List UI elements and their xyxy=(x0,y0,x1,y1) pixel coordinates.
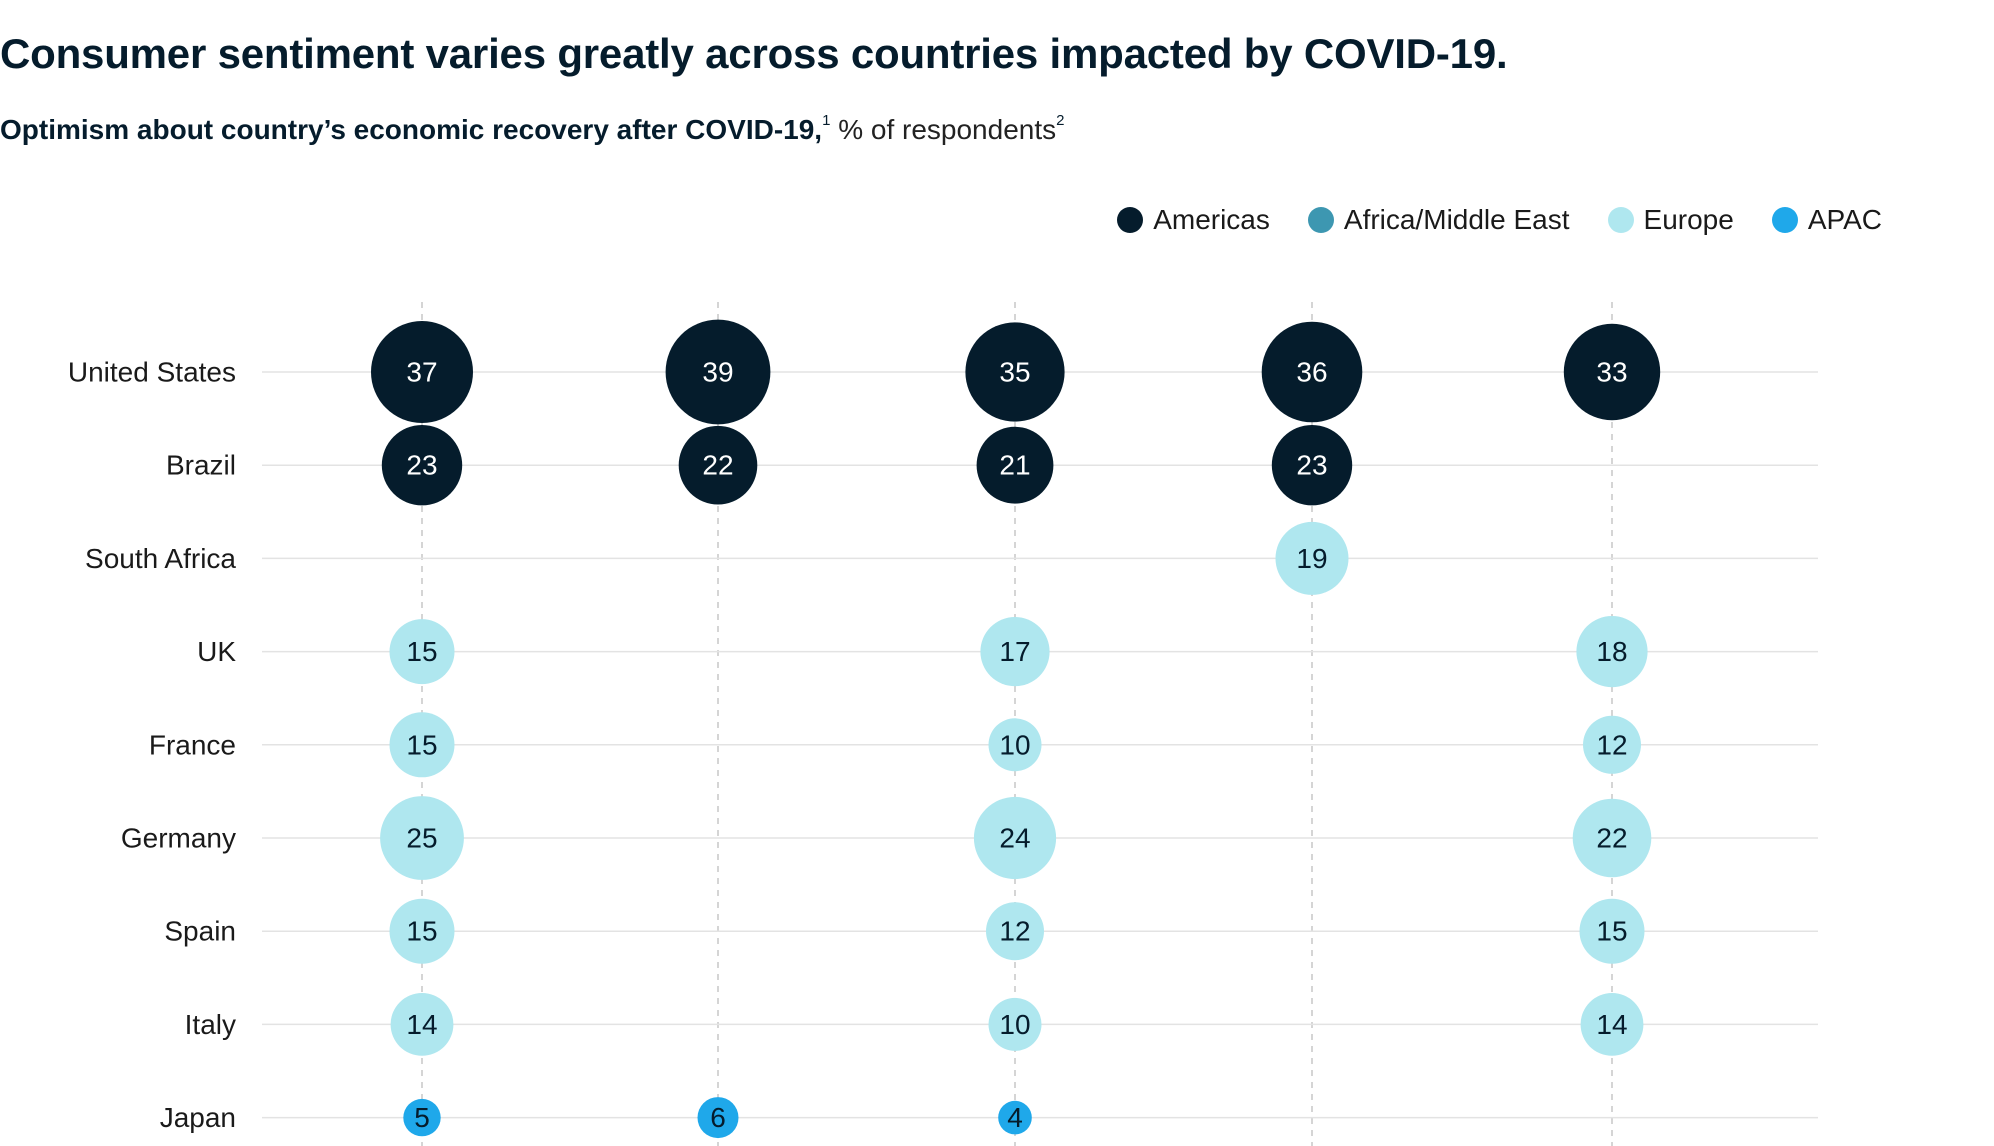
row-label-japan: Japan xyxy=(160,1102,236,1133)
bubble-south-africa-col-4 xyxy=(1275,521,1349,595)
bubble-uk-col-1 xyxy=(389,619,455,685)
bubble-japan-col-1 xyxy=(403,1098,441,1137)
legend-swatch-europe xyxy=(1607,207,1634,233)
bubble-brazil-col-3-value: 21 xyxy=(999,450,1030,481)
legend-swatch-americas xyxy=(1117,207,1144,233)
bubble-united-states-col-1-value: 37 xyxy=(406,357,437,388)
legend-label-europe: Europe xyxy=(1643,204,1734,235)
bubble-spain-col-1-value: 15 xyxy=(406,916,437,947)
bubble-italy-col-1-value: 14 xyxy=(406,1009,437,1040)
bubble-united-states-col-5-value: 33 xyxy=(1596,357,1627,388)
bubble-united-states-col-4-value: 36 xyxy=(1296,357,1327,388)
bubble-france-col-5 xyxy=(1583,715,1641,774)
bubble-uk-col-5 xyxy=(1576,616,1648,688)
bubble-spain-col-1 xyxy=(389,898,455,964)
row-label-france: France xyxy=(149,729,236,760)
bubble-spain-col-5-value: 15 xyxy=(1596,916,1627,947)
legend-item-europe: Europe xyxy=(1607,204,1734,236)
bubble-brazil-col-2 xyxy=(678,425,758,505)
bubble-brazil-col-4 xyxy=(1271,425,1353,506)
subtitle-metric: Optimism about country’s economic recove… xyxy=(0,114,823,145)
legend-swatch-africa-middle-east xyxy=(1307,207,1334,233)
legend-label-americas: Americas xyxy=(1153,204,1270,235)
row-label-spain: Spain xyxy=(164,916,236,947)
bubble-united-states-col-2 xyxy=(665,319,771,425)
bubble-france-col-5-value: 12 xyxy=(1596,729,1627,760)
bubble-united-states-col-1 xyxy=(371,321,473,423)
bubble-uk-col-1-value: 15 xyxy=(406,636,437,667)
bubble-brazil-col-2-value: 22 xyxy=(702,450,733,481)
legend-item-americas: Americas xyxy=(1117,204,1270,236)
bubble-japan-col-1-value: 5 xyxy=(414,1102,430,1133)
bubble-italy-col-5 xyxy=(1580,993,1644,1056)
bubble-japan-col-2 xyxy=(697,1097,739,1139)
bubble-france-col-1 xyxy=(389,712,455,778)
bubble-germany-col-3 xyxy=(973,796,1057,880)
bubble-germany-col-5 xyxy=(1572,798,1652,878)
bubble-spain-col-3-value: 12 xyxy=(999,916,1030,947)
row-label-germany: Germany xyxy=(121,823,236,854)
row-label-south-africa: South Africa xyxy=(85,543,236,574)
bubble-germany-col-5-value: 22 xyxy=(1596,823,1627,854)
bubble-italy-col-3 xyxy=(988,997,1042,1051)
bubble-south-africa-col-4-value: 19 xyxy=(1296,543,1327,574)
bubble-germany-col-1 xyxy=(380,796,464,880)
bubble-japan-col-2-value: 6 xyxy=(710,1102,726,1133)
bubble-brazil-col-1 xyxy=(381,425,463,506)
legend-item-africa-middle-east: Africa/Middle East xyxy=(1307,204,1570,236)
row-label-united-states: United States xyxy=(68,357,236,388)
subtitle-footnote-2: 2 xyxy=(1056,112,1065,129)
bubble-united-states-col-3-value: 35 xyxy=(999,357,1030,388)
bubble-united-states-col-2-value: 39 xyxy=(702,357,733,388)
row-label-uk: UK xyxy=(197,636,236,667)
bubble-spain-col-3 xyxy=(986,902,1044,961)
bubble-france-col-3 xyxy=(988,718,1042,772)
series-americas: 37 39 35 36 33 23 22 21 23 xyxy=(371,319,1661,506)
subtitle-unit: % of respondents xyxy=(838,114,1057,145)
legend-swatch-apac xyxy=(1771,207,1798,233)
chart-title: Consumer sentiment varies greatly across… xyxy=(0,30,1508,77)
series-europe: 19 15 17 18 15 10 12 25 24 22 15 12 15 14 10 14 xyxy=(380,521,1652,1056)
bubble-germany-col-1-value: 25 xyxy=(406,823,437,854)
legend: Americas Africa/Middle East Europe APAC xyxy=(1117,204,1882,236)
bubble-brazil-col-3 xyxy=(976,426,1054,504)
legend-label-apac: APAC xyxy=(1807,204,1882,235)
bubble-brazil-col-4-value: 23 xyxy=(1296,450,1327,481)
bubble-united-states-col-4 xyxy=(1261,321,1363,423)
series-apac: 5 6 4 xyxy=(403,1097,1032,1139)
chart-subtitle: Optimism about country’s economic recove… xyxy=(0,112,1065,146)
row-label-italy: Italy xyxy=(185,1009,236,1040)
bubble-uk-col-3-value: 17 xyxy=(999,636,1030,667)
bubble-spain-col-5 xyxy=(1579,898,1645,964)
bubble-france-col-3-value: 10 xyxy=(999,729,1030,760)
bubble-united-states-col-3 xyxy=(965,322,1065,422)
bubble-japan-col-3-value: 4 xyxy=(1007,1102,1023,1133)
bubble-france-col-1-value: 15 xyxy=(406,729,437,760)
subtitle-footnote-1: 1 xyxy=(822,112,831,129)
legend-item-apac: APAC xyxy=(1771,204,1882,236)
bubble-germany-col-3-value: 24 xyxy=(999,823,1030,854)
bubble-brazil-col-1-value: 23 xyxy=(406,450,437,481)
bubble-italy-col-5-value: 14 xyxy=(1596,1009,1627,1040)
bubble-italy-col-1 xyxy=(390,993,454,1056)
row-label-brazil: Brazil xyxy=(166,450,236,481)
bubble-united-states-col-5 xyxy=(1563,323,1661,421)
bubble-uk-col-5-value: 18 xyxy=(1596,636,1627,667)
bubble-uk-col-3 xyxy=(980,617,1050,687)
bubble-italy-col-3-value: 10 xyxy=(999,1009,1030,1040)
legend-label-africa-middle-east: Africa/Middle East xyxy=(1343,204,1570,235)
bubble-japan-col-3 xyxy=(998,1100,1032,1135)
